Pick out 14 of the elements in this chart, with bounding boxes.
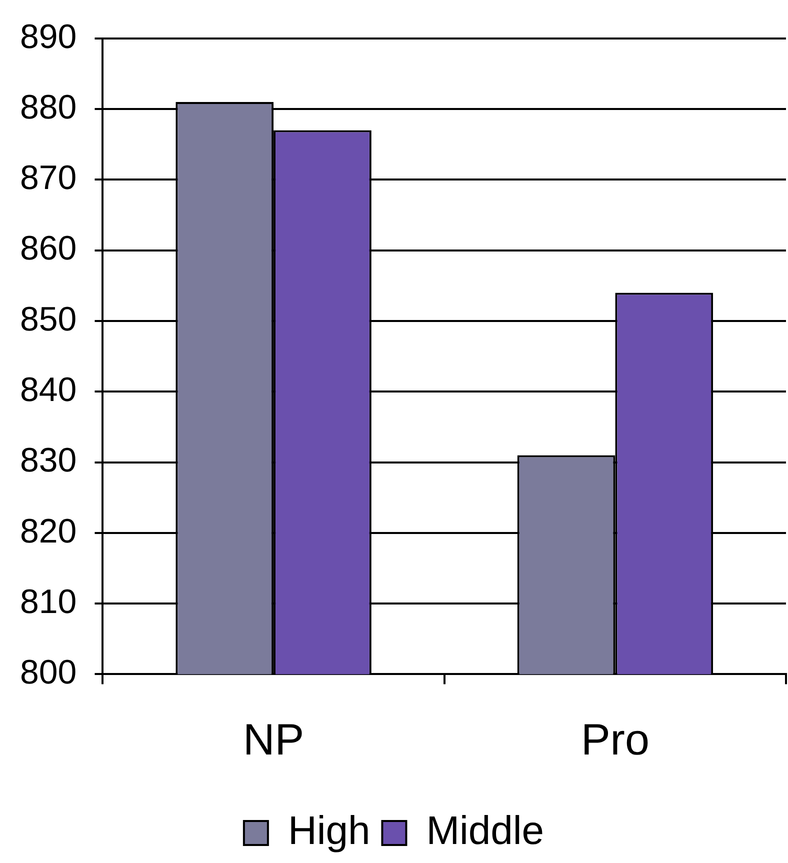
y-tick-label: 810	[20, 582, 77, 621]
x-tick-label: Pro	[580, 716, 650, 765]
y-tick-label: 850	[20, 300, 77, 338]
y-tick-label: 880	[20, 88, 77, 126]
y-tick-label: 860	[20, 230, 77, 268]
y-tick-label: 870	[20, 159, 77, 198]
y-tick-label: 830	[20, 442, 77, 480]
y-tick-label: 890	[20, 18, 77, 56]
legend-label: Middle	[426, 809, 544, 854]
x-tick-label: NP	[242, 716, 304, 765]
y-tick-label: 800	[20, 654, 77, 692]
legend-label: High	[288, 809, 370, 854]
y-tick-label: 840	[20, 370, 77, 409]
y-tick-label: 820	[20, 512, 77, 550]
